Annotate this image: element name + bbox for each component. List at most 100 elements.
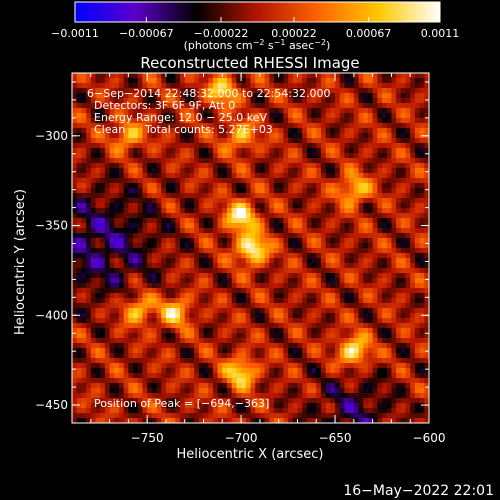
heatmap-cell <box>133 98 139 104</box>
heatmap-cell <box>306 363 313 369</box>
heatmap-cell <box>325 348 331 354</box>
heatmap-cell <box>325 148 331 154</box>
heatmap-cell <box>86 263 92 269</box>
heatmap-cell <box>137 398 144 404</box>
heatmap-cell <box>90 268 97 274</box>
heatmap-cell <box>405 213 411 219</box>
heatmap-cell <box>109 188 115 194</box>
heatmap-cell <box>76 368 82 374</box>
heatmap-cell <box>269 173 275 179</box>
heatmap-cell <box>297 118 303 124</box>
heatmap-cell <box>222 388 228 394</box>
heatmap-cell <box>353 288 360 294</box>
heatmap-cell <box>382 343 388 349</box>
heatmap-cell <box>231 283 238 289</box>
heatmap-cell <box>118 258 125 264</box>
heatmap-cell <box>259 268 266 274</box>
heatmap-cell <box>344 283 350 289</box>
heatmap-cell <box>367 383 374 389</box>
heatmap-cell <box>264 103 270 109</box>
heatmap-cell <box>180 228 186 234</box>
heatmap-cell <box>165 363 172 369</box>
heatmap-cell <box>208 223 214 229</box>
heatmap-cell <box>339 353 346 359</box>
heatmap-cell <box>222 193 228 199</box>
heatmap-cell <box>424 208 429 214</box>
heatmap-cell <box>76 288 82 294</box>
heatmap-cell <box>118 173 125 179</box>
heatmap-cell <box>424 93 429 99</box>
heatmap-cell <box>349 143 355 149</box>
heatmap-cell <box>212 318 219 324</box>
heatmap-cell <box>377 348 383 354</box>
heatmap-cell <box>372 118 378 124</box>
heatmap-cell <box>76 188 82 194</box>
heatmap-cell <box>419 128 425 134</box>
heatmap-cell <box>76 98 82 104</box>
heatmap-cell <box>288 263 294 269</box>
heatmap-cell <box>118 113 125 119</box>
heatmap-cell <box>419 328 425 334</box>
heatmap-cell <box>386 328 393 334</box>
heatmap-cell <box>170 223 176 229</box>
heatmap-cell <box>189 248 195 254</box>
heatmap-cell <box>325 393 331 399</box>
heatmap-cell <box>283 353 289 359</box>
heatmap-cell <box>114 83 120 89</box>
heatmap-cell <box>283 188 289 194</box>
heatmap-cell <box>283 213 289 219</box>
heatmap-cell <box>170 108 176 114</box>
heatmap-cell <box>203 188 209 194</box>
heatmap-cell <box>269 108 275 114</box>
heatmap-cell <box>217 378 223 384</box>
heatmap-cell <box>137 118 144 124</box>
heatmap-cell <box>386 253 393 259</box>
heatmap-cell <box>349 103 355 109</box>
heatmap-cell <box>288 313 294 319</box>
heatmap-cell <box>414 343 421 349</box>
heatmap-cell <box>283 173 289 179</box>
heatmap-cell <box>147 318 153 324</box>
heatmap-cell <box>382 253 388 259</box>
heatmap-cell <box>180 128 186 134</box>
heatmap-cell <box>81 243 87 249</box>
heatmap-cell <box>419 248 425 254</box>
unit-part: s <box>264 39 273 52</box>
heatmap-cell <box>81 73 87 79</box>
heatmap-cell <box>90 203 97 209</box>
heatmap-cell <box>175 178 181 184</box>
heatmap-cell <box>245 223 252 229</box>
heatmap-cell <box>147 113 153 119</box>
heatmap-cell <box>320 248 327 254</box>
heatmap-cell <box>386 293 393 299</box>
heatmap-cell <box>151 308 158 314</box>
heatmap-cell <box>325 303 331 309</box>
heatmap-cell <box>109 138 115 144</box>
heatmap-cell <box>147 373 153 379</box>
heatmap-cell <box>86 258 92 264</box>
heatmap-cell <box>128 293 134 299</box>
heatmap-cell <box>227 88 233 94</box>
heatmap-cell <box>419 243 425 249</box>
heatmap-cell <box>386 263 393 269</box>
heatmap-cell <box>306 248 313 254</box>
heatmap-cell <box>288 273 294 279</box>
heatmap-cell <box>405 318 411 324</box>
heatmap-cell <box>264 363 270 369</box>
heatmap-cell <box>109 288 115 294</box>
heatmap-cell <box>278 118 284 124</box>
heatmap-cell <box>245 103 252 109</box>
heatmap-cell <box>241 278 247 284</box>
heatmap-cell <box>245 378 252 384</box>
heatmap-cell <box>86 303 92 309</box>
heatmap-cell <box>358 208 364 214</box>
heatmap-cell <box>405 328 411 334</box>
heatmap-cell <box>128 228 134 234</box>
heatmap-cell <box>133 88 139 94</box>
heatmap-cell <box>156 328 162 334</box>
heatmap-cell <box>194 323 200 329</box>
heatmap-cell <box>142 318 148 324</box>
heatmap-cell <box>273 163 280 169</box>
heatmap-cell <box>358 253 364 259</box>
heatmap-cell <box>410 108 416 114</box>
